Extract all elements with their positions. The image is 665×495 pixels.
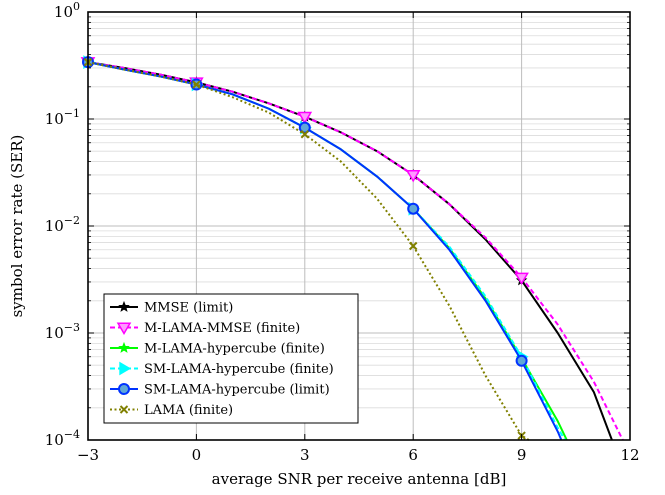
- series-line: [87, 61, 624, 441]
- legend: MMSE (limit) M-LAMA-MMSE (finite) M-LAMA-h…: [103, 293, 359, 424]
- series-line: [87, 61, 566, 441]
- legend-marker: [118, 383, 130, 395]
- y-tick-label: 10−4: [45, 428, 80, 449]
- y-tick-exponent: 0: [73, 0, 80, 13]
- y-tick-base: 10: [45, 324, 64, 342]
- data-point: [408, 241, 418, 251]
- tick-marks: [87, 11, 631, 441]
- data-point: [298, 121, 311, 134]
- legend-marker: [119, 405, 129, 414]
- data-point: [300, 130, 310, 139]
- data-point: [192, 80, 201, 89]
- data-point: [515, 354, 528, 367]
- legend-item: M-LAMA-MMSE (finite): [110, 321, 300, 336]
- legend-marker: [119, 361, 131, 376]
- legend-label: SM-LAMA-hypercube (limit): [144, 383, 330, 398]
- legend-marker: [118, 300, 130, 312]
- legend-item: M-LAMA-hypercube (finite): [110, 342, 325, 357]
- y-tick-base: 10: [45, 217, 64, 235]
- legend-item: MMSE (limit): [110, 301, 233, 316]
- x-tick-label: 6: [408, 446, 418, 464]
- y-axis-label: symbol error rate (SER): [8, 135, 26, 318]
- x-tick-label: 0: [192, 446, 202, 464]
- y-tick-exponent: −4: [64, 428, 80, 441]
- legend-marker: [116, 322, 132, 335]
- legend-item: SM-LAMA-hypercube (finite): [110, 361, 334, 377]
- legend-item: LAMA (finite): [110, 403, 233, 418]
- legend-label: LAMA (finite): [144, 403, 233, 418]
- x-axis-label: average SNR per receive antenna [dB]: [212, 470, 507, 488]
- y-tick-base: 10: [45, 110, 64, 128]
- legend-box: [103, 293, 359, 424]
- series-layer: [80, 55, 624, 441]
- x-tick-label: 12: [620, 446, 639, 464]
- x-tick-labels: −3 0 3 6 9 12: [77, 446, 640, 464]
- y-tick-exponent: −3: [64, 321, 80, 334]
- y-tick-exponent: −2: [64, 214, 80, 227]
- legend-label: MMSE (limit): [144, 301, 233, 316]
- series-line: [87, 61, 530, 441]
- y-tick-exponent: −1: [64, 107, 80, 120]
- y-tick-base: 10: [45, 431, 64, 449]
- data-point: [405, 169, 421, 183]
- legend-label: M-LAMA-hypercube (finite): [144, 342, 325, 357]
- legend-item: SM-LAMA-hypercube (limit): [110, 383, 330, 398]
- data-point: [514, 272, 529, 285]
- x-tick-label: 3: [300, 446, 310, 464]
- legend-label: M-LAMA-MMSE (finite): [144, 321, 300, 336]
- y-tick-label: 10−1: [45, 107, 80, 128]
- y-tick-label: 100: [54, 0, 80, 21]
- data-point: [297, 111, 313, 125]
- x-tick-label: 9: [517, 446, 527, 464]
- legend-label: SM-LAMA-hypercube (finite): [144, 362, 334, 377]
- data-point: [407, 202, 420, 215]
- y-tick-label: 10−3: [45, 321, 80, 342]
- x-tick-label: −3: [77, 446, 99, 464]
- legend-marker: [118, 341, 130, 353]
- y-tick-base: 10: [54, 3, 73, 21]
- y-tick-label: 10−2: [45, 214, 80, 235]
